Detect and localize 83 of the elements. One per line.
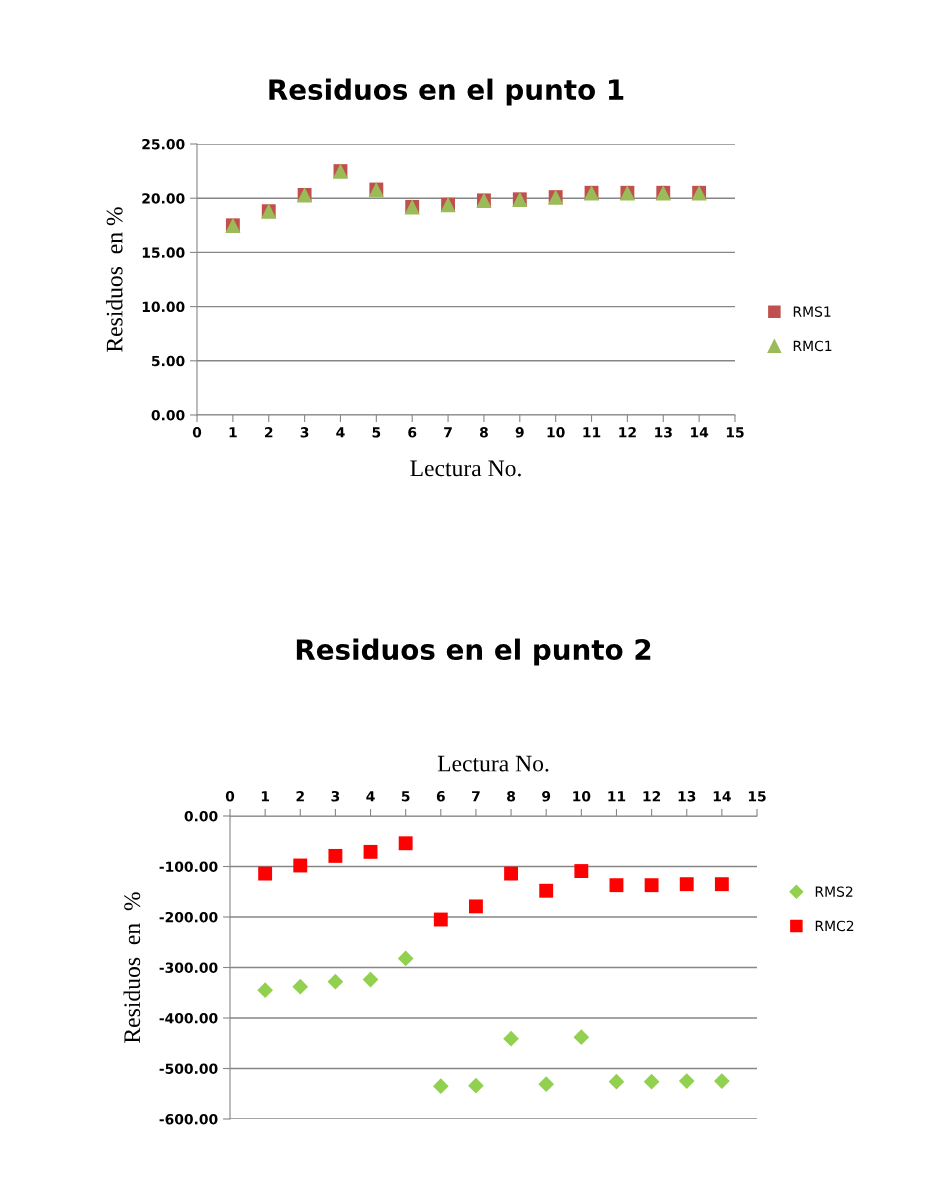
x-tick-label: 3: [331, 791, 340, 802]
y-tick-label: 25.00: [142, 138, 185, 150]
legend-label: RMS2: [815, 886, 853, 897]
x-tick-label: 2: [265, 427, 273, 438]
x-tick-label: 5: [372, 427, 381, 438]
legend-label: RMS1: [793, 306, 831, 317]
point: [328, 848, 343, 863]
x-tick-label: 4: [366, 791, 375, 802]
legend-label: RMC2: [815, 920, 854, 932]
x-tick-label: 4: [336, 427, 345, 438]
point: [714, 877, 729, 892]
y-tick-label: 0.00: [151, 409, 185, 421]
y-tick-label: -600.00: [159, 1113, 218, 1125]
x-tick-label: 10: [573, 791, 591, 802]
point: [538, 1076, 555, 1093]
legend-label: RMC1: [793, 340, 832, 352]
point: [503, 1030, 519, 1047]
x-tick-label: 8: [479, 427, 488, 438]
point: [468, 899, 483, 914]
point: [397, 950, 414, 967]
point: [292, 978, 309, 995]
x-tick-label: 8: [507, 791, 516, 802]
y-axis-title: Residuos en %: [123, 892, 141, 1043]
point: [327, 973, 344, 990]
x-tick-label: 0: [225, 791, 235, 802]
x-tick-label: 11: [608, 791, 626, 802]
x-tick-label: 1: [261, 791, 270, 802]
x-tick-label: 9: [515, 427, 524, 438]
point: [432, 1078, 449, 1095]
x-tick-label: 7: [472, 791, 480, 802]
point: [608, 1073, 625, 1090]
x-tick-label: 1: [229, 427, 237, 438]
y-tick-label: 20.00: [142, 193, 185, 204]
y-axis-title: Residuos en %: [105, 207, 123, 352]
point: [504, 866, 519, 881]
y-tick-label: 10.00: [142, 301, 185, 313]
x-tick-label: 5: [401, 791, 410, 802]
x-tick-label: 9: [542, 791, 551, 802]
y-tick-label: 0.00: [184, 810, 218, 822]
x-tick-label: 12: [643, 791, 661, 802]
point: [362, 971, 379, 988]
point: [398, 836, 413, 851]
x-tick-label: 13: [655, 427, 672, 438]
point: [468, 1077, 484, 1094]
x-tick-label: 0: [192, 427, 202, 438]
x-tick-label: 15: [748, 791, 766, 802]
x-tick-label: 6: [436, 791, 445, 802]
chart-title: Residuos en el punto 2: [296, 638, 651, 666]
y-tick-label: -400.00: [159, 1012, 218, 1024]
x-tick-label: 15: [726, 427, 744, 438]
x-tick-label: 10: [547, 427, 565, 438]
x-tick-label: 14: [713, 791, 731, 802]
y-tick-label: 15.00: [142, 247, 185, 258]
point: [678, 1073, 695, 1089]
x-axis-title: Lectura No.: [437, 755, 549, 772]
point: [714, 1073, 730, 1089]
point: [573, 1029, 590, 1046]
point: [257, 982, 273, 999]
x-tick-label: 11: [583, 427, 601, 438]
y-tick-label: 5.00: [152, 355, 185, 367]
y-tick-label: -200.00: [159, 911, 218, 923]
y-tick-label: -500.00: [159, 1063, 218, 1074]
point: [609, 878, 624, 893]
x-tick-label: 7: [444, 427, 452, 438]
x-tick-label: 13: [678, 791, 696, 802]
x-tick-label: 14: [691, 427, 709, 438]
point: [539, 883, 554, 898]
x-tick-label: 2: [296, 791, 304, 802]
y-tick-label: -100.00: [159, 861, 218, 872]
x-tick-label: 12: [619, 427, 636, 438]
chart-title: Residuos en el punto 1: [269, 78, 624, 106]
point: [644, 878, 659, 893]
point: [643, 1073, 660, 1090]
point: [258, 866, 273, 881]
point: [293, 858, 308, 873]
x-tick-label: 6: [408, 427, 417, 438]
x-tick-label: 3: [300, 427, 309, 438]
point: [433, 912, 448, 927]
x-axis-title: Lectura No.: [410, 460, 521, 477]
y-tick-label: -300.00: [159, 962, 218, 973]
point: [679, 877, 694, 892]
point: [363, 844, 378, 859]
point: [574, 864, 589, 878]
